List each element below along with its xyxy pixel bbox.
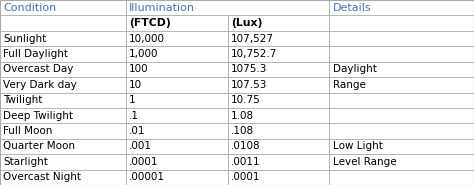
- Text: .001: .001: [129, 142, 152, 152]
- Text: 1.08: 1.08: [231, 111, 254, 121]
- Text: 1,000: 1,000: [129, 49, 158, 59]
- Text: Full Daylight: Full Daylight: [3, 49, 68, 59]
- Text: Overcast Night: Overcast Night: [3, 172, 82, 182]
- Text: .0001: .0001: [129, 157, 158, 167]
- Text: .108: .108: [231, 126, 254, 136]
- Text: (Lux): (Lux): [231, 18, 262, 28]
- Text: .0108: .0108: [231, 142, 260, 152]
- Text: .00001: .00001: [129, 172, 165, 182]
- Text: Level Range: Level Range: [333, 157, 396, 167]
- Text: Twilight: Twilight: [3, 95, 43, 105]
- Text: .0001: .0001: [231, 172, 260, 182]
- Text: 107,527: 107,527: [231, 33, 274, 43]
- Text: Very Dark day: Very Dark day: [3, 80, 77, 90]
- Text: 10: 10: [129, 80, 142, 90]
- Text: Condition: Condition: [3, 3, 56, 13]
- Text: .1: .1: [129, 111, 139, 121]
- Text: 10,752.7: 10,752.7: [231, 49, 277, 59]
- Text: .0011: .0011: [231, 157, 260, 167]
- Text: Illumination: Illumination: [129, 3, 195, 13]
- Text: 1: 1: [129, 95, 136, 105]
- Text: 100: 100: [129, 64, 148, 74]
- Text: Daylight: Daylight: [333, 64, 377, 74]
- Text: 107.53: 107.53: [231, 80, 267, 90]
- Text: 10,000: 10,000: [129, 33, 165, 43]
- Text: .01: .01: [129, 126, 146, 136]
- Text: Details: Details: [333, 3, 371, 13]
- Text: Quarter Moon: Quarter Moon: [3, 142, 75, 152]
- Text: Starlight: Starlight: [3, 157, 48, 167]
- Text: Overcast Day: Overcast Day: [3, 64, 73, 74]
- Text: 10.75: 10.75: [231, 95, 261, 105]
- Text: Sunlight: Sunlight: [3, 33, 46, 43]
- Text: Low Light: Low Light: [333, 142, 383, 152]
- Text: Deep Twilight: Deep Twilight: [3, 111, 73, 121]
- Text: (FTCD): (FTCD): [129, 18, 171, 28]
- Text: Range: Range: [333, 80, 365, 90]
- Text: Full Moon: Full Moon: [3, 126, 53, 136]
- Text: 1075.3: 1075.3: [231, 64, 267, 74]
